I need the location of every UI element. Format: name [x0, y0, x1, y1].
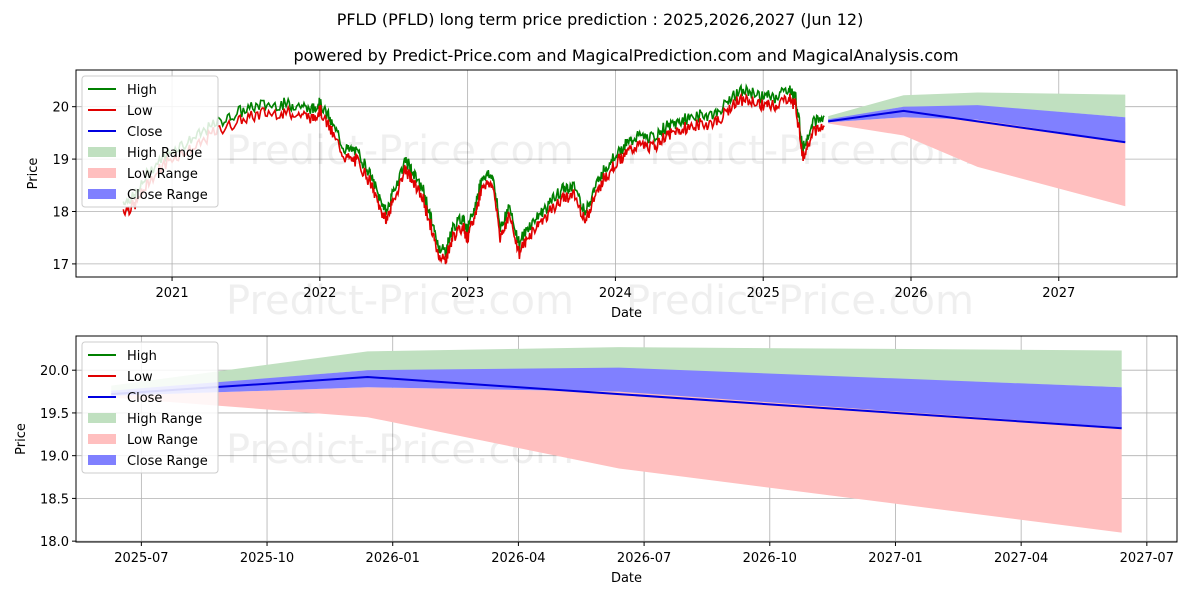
legend-low-range-label: Low Range — [127, 167, 198, 182]
history-chart: Predict-Price.com Predict-Price.com Predic… — [26, 69, 1178, 324]
x-tick-label: 2022 — [303, 286, 336, 301]
x-axis-label: Date — [611, 306, 642, 321]
y-axis-label: Price — [14, 423, 29, 455]
x-tick-label: 2026-10 — [743, 551, 797, 566]
legend-close-range-swatch — [88, 189, 116, 199]
high-range-band — [111, 347, 1122, 392]
plot-area — [122, 83, 1126, 265]
forecast-detail-chart: Predict-Price.comPredict-Price.com2025-0… — [14, 335, 1178, 586]
legend-close-range-label: Close Range — [127, 188, 208, 203]
legend-close-label: Close — [127, 391, 162, 406]
legend-low-range-swatch — [88, 168, 116, 178]
x-tick-label: 2023 — [451, 286, 484, 301]
watermark-text: Predict-Price.com — [226, 128, 574, 174]
x-tick-label: 2026-07 — [617, 551, 671, 566]
close-series-line — [111, 375, 1122, 430]
legend-low-label: Low — [127, 370, 153, 385]
plot-frame — [75, 69, 1178, 278]
x-tick-label: 2021 — [156, 286, 189, 301]
legend-low-label: Low — [127, 104, 153, 119]
high-series-line — [122, 83, 825, 258]
low-series-line — [122, 92, 825, 265]
x-tick-label: 2025 — [747, 286, 780, 301]
legend-close-range-label: Close Range — [127, 454, 208, 469]
x-tick-label: 2026-01 — [366, 551, 420, 566]
x-tick-label: 2025-07 — [114, 551, 168, 566]
legend-low-range-swatch — [88, 434, 116, 444]
close-series-line — [828, 109, 1126, 144]
legend: High Low Close High Range Low Range Close Ran… — [81, 341, 219, 474]
y-tick-label: 18.0 — [40, 535, 69, 550]
x-tick-label: 2026 — [894, 286, 927, 301]
legend-high-range-swatch — [88, 147, 116, 157]
x-tick-label: 2027-07 — [1120, 551, 1174, 566]
watermark-text: Predict-Price.com — [626, 278, 974, 324]
legend-high-range-swatch — [88, 413, 116, 423]
plot-area — [111, 347, 1122, 533]
y-axis-label: Price — [26, 158, 41, 190]
y-tick-label: 18.5 — [40, 492, 69, 507]
legend-high-range-label: High Range — [127, 146, 202, 161]
y-tick-label: 19.0 — [40, 450, 69, 465]
low-range-band — [111, 387, 1122, 533]
low-range-band — [828, 117, 1126, 207]
legend: High Low Close High Range Low Range Close Ran… — [81, 75, 219, 208]
close-range-band — [828, 105, 1126, 142]
x-tick-label: 2026-04 — [491, 551, 545, 566]
legend-high-label: High — [127, 349, 157, 364]
x-tick-label: 2025-10 — [240, 551, 294, 566]
legend-close-label: Close — [127, 125, 162, 140]
x-tick-label: 2024 — [599, 286, 632, 301]
x-axis-label: Date — [611, 571, 642, 586]
legend-close-range-swatch — [88, 455, 116, 465]
watermark-text: Predict-Price.com — [226, 278, 574, 324]
y-tick-label: 18 — [52, 205, 69, 220]
x-tick-label: 2027 — [1042, 286, 1075, 301]
close-range-band — [111, 367, 1122, 428]
y-tick-label: 20.0 — [40, 364, 69, 379]
y-tick-label: 19 — [52, 153, 69, 168]
plot-frame — [75, 335, 1178, 543]
y-tick-label: 19.5 — [40, 407, 69, 422]
legend-high-range-label: High Range — [127, 412, 202, 427]
figure-subtitle: powered by Predict-Price.com and Magical… — [293, 46, 958, 65]
legend-low-range-label: Low Range — [127, 433, 198, 448]
figure-title: PFLD (PFLD) long term price prediction :… — [337, 10, 864, 29]
y-tick-label: 20 — [52, 101, 69, 116]
legend-high-label: High — [127, 83, 157, 98]
x-tick-label: 2027-04 — [994, 551, 1048, 566]
y-tick-label: 17 — [52, 258, 69, 273]
high-range-band — [828, 92, 1126, 120]
x-tick-label: 2027-01 — [868, 551, 922, 566]
